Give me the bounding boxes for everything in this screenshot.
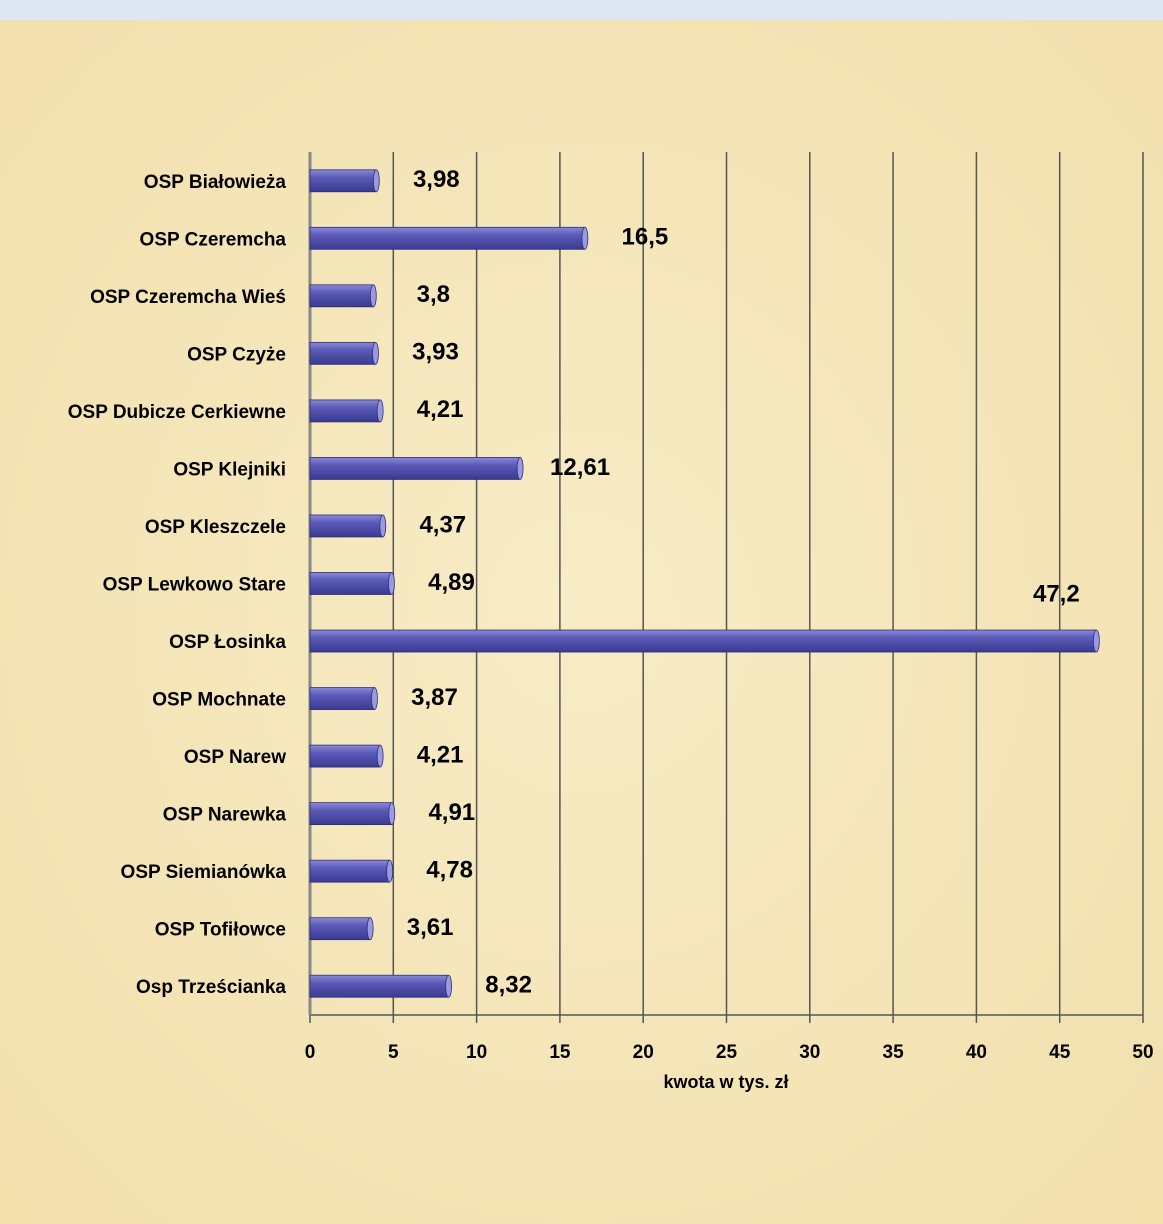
y-tick-label: OSP Tofiłowce: [155, 920, 286, 941]
bar: [309, 744, 381, 768]
y-tick-label: OSP Czeremcha: [140, 229, 287, 250]
bar: [309, 341, 376, 365]
bar: [309, 802, 393, 826]
value-label: 12,61: [550, 454, 610, 481]
bar: [309, 974, 450, 998]
value-label: 4,21: [417, 396, 464, 423]
x-tick-label: 40: [966, 1042, 987, 1063]
value-label: 47,2: [1033, 580, 1080, 607]
bar: [309, 859, 391, 883]
bar-cap: [386, 859, 394, 883]
bar-cap: [376, 399, 384, 423]
y-tick-label: OSP Narew: [184, 747, 286, 768]
value-label: 3,93: [412, 339, 459, 366]
x-tick-label: 50: [1132, 1042, 1153, 1063]
bar-cap: [445, 974, 453, 998]
x-axis-label: kwota w tys. zł: [663, 1072, 788, 1092]
y-tick-label: OSP Mochnate: [152, 690, 286, 711]
bar: [309, 629, 1097, 653]
y-tick-label: OSP Białowieża: [144, 172, 287, 193]
bar-cap: [388, 802, 396, 826]
value-label: 4,78: [426, 857, 473, 884]
bar-cap: [1092, 629, 1100, 653]
bar: [309, 917, 371, 941]
y-tick-label: OSP Czyże: [187, 344, 286, 365]
y-tick-label: OSP Klejniki: [173, 459, 286, 480]
value-label: 3,8: [417, 281, 450, 308]
x-tick-label: 5: [388, 1042, 399, 1063]
bar: [309, 226, 586, 250]
bar-cap: [581, 226, 589, 250]
value-label: 3,98: [413, 166, 460, 193]
y-tick-label: OSP Lewkowo Stare: [103, 575, 286, 596]
bar: [309, 169, 377, 193]
x-tick-label: 10: [466, 1042, 487, 1063]
value-label: 4,21: [417, 741, 464, 768]
x-tick-label: 30: [799, 1042, 820, 1063]
value-label: 16,5: [622, 224, 669, 251]
y-tick-label: Osp Trześcianka: [136, 977, 286, 998]
bar-cap: [372, 169, 380, 193]
bar: [309, 572, 392, 595]
bar: [309, 687, 375, 710]
bar-cap: [372, 341, 379, 365]
bar-cap: [369, 284, 377, 308]
bar-cap: [516, 457, 524, 480]
value-label: 8,32: [485, 972, 532, 999]
top-strip: [0, 0, 1163, 20]
bar-cap: [379, 514, 387, 538]
bar-cap: [388, 572, 395, 595]
value-label: 3,61: [407, 914, 454, 941]
y-tick-label: OSP Dubicze Cerkiewne: [68, 402, 286, 423]
bar-cap: [376, 744, 384, 768]
y-tick-label: OSP Narewka: [163, 805, 287, 826]
bar-cap: [366, 917, 374, 941]
bar: [309, 399, 381, 423]
y-tick-label: OSP Łosinka: [169, 632, 286, 653]
x-tick-label: 45: [1049, 1042, 1071, 1063]
y-tick-label: OSP Czeremcha Wieś: [90, 287, 286, 308]
x-tick-label: 35: [883, 1042, 905, 1063]
value-label: 4,89: [428, 569, 475, 596]
bar: [309, 284, 374, 308]
value-label: 3,87: [411, 684, 458, 711]
x-tick-label: 15: [549, 1042, 571, 1063]
y-tick-label: OSP Kleszczele: [145, 517, 286, 538]
value-label: 4,91: [428, 799, 475, 826]
bar: [309, 457, 521, 480]
x-tick-label: 25: [716, 1042, 738, 1063]
value-label: 4,37: [419, 511, 466, 538]
bar: [309, 514, 384, 538]
y-tick-label: OSP Siemianówka: [121, 862, 287, 883]
x-tick-label: 0: [305, 1042, 316, 1063]
x-tick-label: 20: [633, 1042, 654, 1063]
bar-cap: [371, 687, 378, 710]
